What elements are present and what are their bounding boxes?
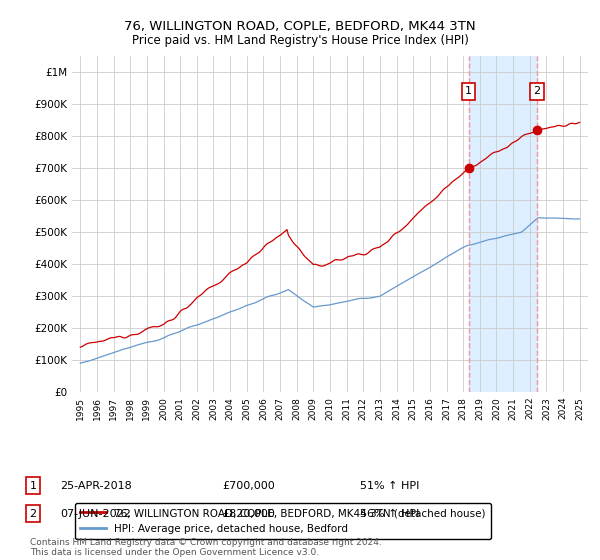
Text: 2: 2 [533,86,541,96]
Text: Price paid vs. HM Land Registry's House Price Index (HPI): Price paid vs. HM Land Registry's House … [131,34,469,46]
Text: 56% ↑ HPI: 56% ↑ HPI [360,508,419,519]
Text: 76, WILLINGTON ROAD, COPLE, BEDFORD, MK44 3TN: 76, WILLINGTON ROAD, COPLE, BEDFORD, MK4… [124,20,476,32]
Text: 2: 2 [29,508,37,519]
Text: £820,000: £820,000 [222,508,275,519]
Bar [469,56,537,392]
Text: 51% ↑ HPI: 51% ↑ HPI [360,480,419,491]
Text: £700,000: £700,000 [222,480,275,491]
Text: Contains HM Land Registry data © Crown copyright and database right 2024.
This d: Contains HM Land Registry data © Crown c… [30,538,382,557]
Legend: 76, WILLINGTON ROAD, COPLE, BEDFORD, MK44 3TN (detached house), HPI: Average pri: 76, WILLINGTON ROAD, COPLE, BEDFORD, MK4… [74,503,491,539]
Text: 1: 1 [29,480,37,491]
Text: 07-JUN-2022: 07-JUN-2022 [60,508,131,519]
Text: 1: 1 [465,86,472,96]
Text: 25-APR-2018: 25-APR-2018 [60,480,132,491]
